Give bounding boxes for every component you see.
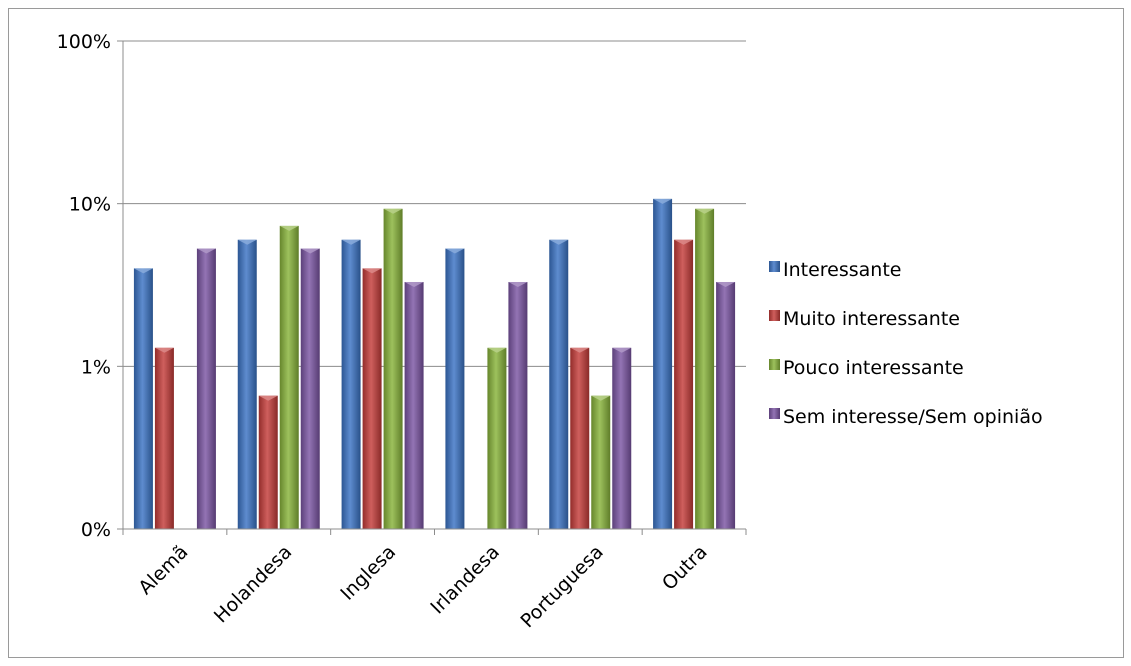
x-category-label: Irlandesa (426, 541, 504, 619)
bar-bevel (196, 248, 216, 254)
bar-bevel (341, 239, 361, 245)
x-category-label: Holandesa (210, 541, 296, 627)
bar-bevel (237, 239, 257, 245)
y-tick-label: 0% (81, 519, 111, 541)
bar-bevel (716, 281, 736, 287)
bar-muito-interessante-inglesa (362, 268, 382, 529)
bar-pouco-interessante-irlandesa (487, 347, 507, 529)
bar-sem-interesse-sem-opiniao-outra (716, 281, 736, 529)
x-category-labels: Alemã Holandesa Inglesa Irlandesa Portuguesa… (134, 541, 711, 632)
bar-interessante-outra (653, 198, 673, 529)
y-tick-label: 100% (57, 31, 111, 53)
bar-sem-interesse-sem-opiniao-portuguesa (612, 347, 632, 529)
bar-bevel (570, 347, 590, 353)
bar-pouco-interessante-holandesa (279, 225, 299, 529)
bar-bevel (695, 208, 715, 214)
bar-bevel (279, 225, 299, 231)
bar-muito-interessante-portuguesa (570, 347, 590, 529)
legend-swatch-pouco-interessante (769, 359, 780, 370)
bar-bevel (362, 268, 382, 274)
bar-interessante-alema (133, 268, 153, 529)
gridlines (123, 40, 746, 530)
bar-bevel (508, 281, 528, 287)
bar-sem-interesse-sem-opiniao-holandesa (300, 248, 320, 529)
bar-bevel (612, 347, 632, 353)
bar-pouco-interessante-portuguesa (591, 395, 611, 529)
y-tick-label: 1% (81, 356, 111, 378)
x-category-label: Inglesa (336, 541, 400, 605)
legend-label-interessante: Interessante (783, 259, 902, 281)
axes (117, 40, 747, 535)
legend-label-pouco-interessante: Pouco interessante (783, 357, 964, 379)
bar-bevel (404, 281, 424, 287)
bar-bevel (383, 208, 403, 214)
bars (133, 198, 736, 529)
bar-bevel (258, 395, 278, 401)
bar-interessante-irlandesa (445, 248, 465, 529)
chart-frame: 100% 10% 1% 0% Alemã Holandesa Inglesa Irlande… (8, 8, 1124, 658)
y-tick-label: 10% (69, 194, 111, 216)
y-tick-labels: 100% 10% 1% 0% (57, 31, 111, 541)
legend-label-muito-interessante: Muito interessante (783, 308, 960, 330)
legend-swatch-interessante (769, 261, 780, 272)
x-category-label: Outra (658, 541, 712, 595)
bar-bevel (445, 248, 465, 254)
bar-bevel (591, 395, 611, 401)
x-category-label: Alemã (134, 541, 192, 599)
bar-bevel (653, 198, 673, 204)
bar-muito-interessante-alema (154, 347, 174, 529)
bar-muito-interessante-holandesa (258, 395, 278, 529)
bar-pouco-interessante-outra (695, 208, 715, 529)
bar-bevel (549, 239, 569, 245)
bar-interessante-holandesa (237, 239, 257, 529)
bar-interessante-portuguesa (549, 239, 569, 529)
bar-sem-interesse-sem-opiniao-irlandesa (508, 281, 528, 529)
chart-svg: 100% 10% 1% 0% Alemã Holandesa Inglesa Irlande… (57, 31, 1043, 632)
legend-label-sem-interesse-sem-opiniao: Sem interesse/Sem opinião (783, 406, 1043, 428)
bar-bevel (674, 239, 694, 245)
bar-bevel (487, 347, 507, 353)
x-category-label: Portuguesa (517, 541, 608, 632)
bar-pouco-interessante-inglesa (383, 208, 403, 529)
bar-sem-interesse-sem-opiniao-inglesa (404, 281, 424, 529)
legend-swatch-muito-interessante (769, 310, 780, 321)
bar-sem-interesse-sem-opiniao-alema (196, 248, 216, 529)
legend: Interessante Muito interessante Pouco inte… (769, 259, 1043, 428)
legend-swatch-sem-interesse-sem-opiniao (769, 408, 780, 419)
bar-bevel (154, 347, 174, 353)
bar-interessante-inglesa (341, 239, 361, 529)
bar-bevel (133, 268, 153, 274)
bar-muito-interessante-outra (674, 239, 694, 529)
bar-bevel (300, 248, 320, 254)
